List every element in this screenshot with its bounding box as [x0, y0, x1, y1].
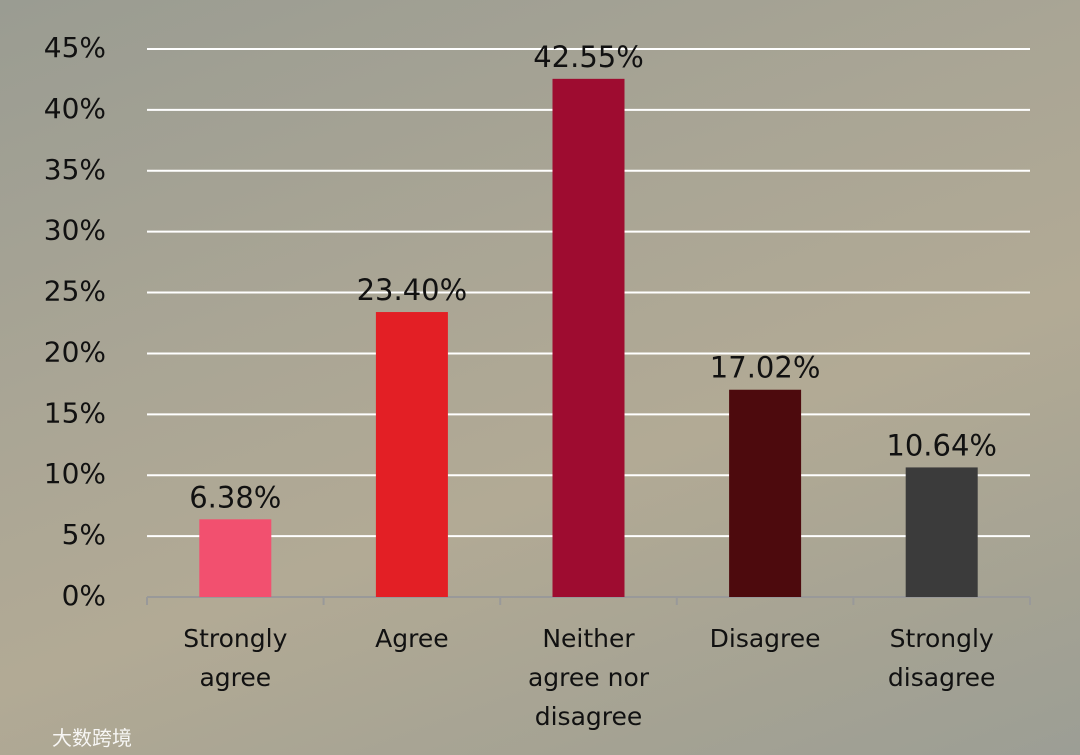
bar [199, 519, 272, 597]
value-label: 10.64% [886, 428, 997, 462]
value-label: 17.02% [710, 351, 821, 385]
y-tick-label: 0% [62, 579, 106, 612]
x-tick-label: Strongly agree [183, 624, 288, 692]
x-tick-label: Neither agree nor disagree [527, 624, 650, 731]
value-label: 6.38% [189, 480, 281, 514]
x-tick-label: Disagree [709, 624, 821, 653]
y-tick-label: 40% [44, 92, 106, 125]
watermark: 大数跨境 [52, 726, 132, 750]
x-tick-label: Strongly disagree [887, 624, 996, 692]
value-label: 42.55% [533, 40, 644, 74]
bar [905, 467, 978, 597]
y-tick-label: 30% [44, 214, 106, 247]
value-label: 23.40% [357, 273, 468, 307]
bar [375, 312, 448, 597]
y-tick-label: 45% [44, 31, 106, 64]
bar [729, 389, 802, 597]
x-tick-label: Agree [375, 624, 449, 653]
y-tick-label: 25% [44, 275, 106, 308]
bar [552, 78, 625, 597]
y-tick-label: 35% [44, 153, 106, 186]
y-tick-label: 10% [44, 457, 106, 490]
y-tick-label: 20% [44, 335, 106, 368]
y-tick-label: 5% [62, 518, 106, 551]
y-tick-label: 15% [44, 396, 106, 429]
